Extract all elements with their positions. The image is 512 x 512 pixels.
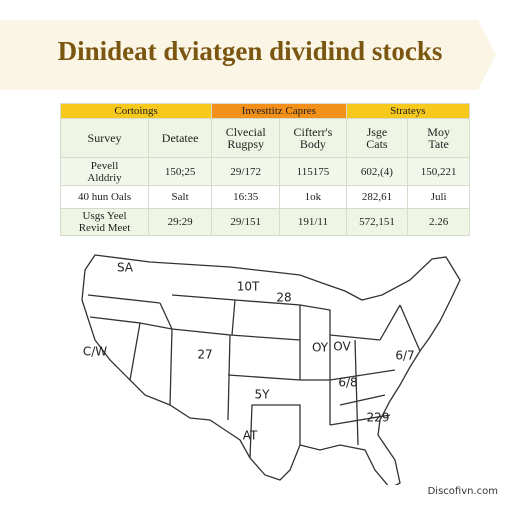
map-label: SA (117, 261, 134, 275)
group-header: Strateys (345, 103, 471, 119)
column-header: Cifterr's Body (279, 118, 347, 158)
map-label: 10T (237, 280, 260, 294)
table-cell: 29/172 (211, 157, 281, 186)
table-cell: 572,151 (345, 208, 409, 236)
map-label: 6/7 (395, 349, 414, 363)
table-row: Usgs Yeel Revid Meet 29:29 29/151 191/11 572… (59, 208, 470, 236)
table-cell: 150;25 (148, 157, 213, 186)
column-header-row: Survey Detatee Clvecial Rugpsy Cifterr's Bo… (59, 118, 470, 158)
title: Dinideat dviatgen dividind stocks (57, 36, 443, 66)
table-row: 40 hun Oals Salt 16:35 1ok 282,61 Juli (59, 185, 470, 209)
table-cell: 16:35 (211, 185, 281, 209)
table-cell: 282,61 (345, 185, 409, 209)
column-header: Survey (59, 118, 150, 158)
us-map: SA 10T 28 C/W 27 OY OV 6/7 6/8 5Y 229 AT (81, 254, 461, 485)
table-cell: 191/11 (279, 208, 347, 236)
column-header: Detatee (148, 118, 213, 158)
table-cell: 2.26 (407, 208, 470, 236)
map-label: AT (243, 429, 258, 443)
map-label: 5Y (255, 388, 271, 402)
map-label: C/W (83, 345, 107, 359)
table-cell: Salt (148, 185, 213, 209)
table-cell: 602,(4) (345, 157, 409, 186)
map-label: 27 (197, 348, 212, 362)
map-label: OY (312, 341, 329, 355)
table-cell: 29/151 (211, 208, 281, 236)
table-cell: 40 hun Oals (59, 185, 150, 209)
table-cell: 150,221 (407, 157, 470, 186)
data-table: Cortoings Investtitz Capres Strateys Sur… (59, 103, 471, 236)
map-label: 28 (276, 291, 291, 305)
group-header: Cortoings (59, 103, 213, 119)
group-header: Investtitz Capres (211, 103, 347, 119)
map-outline (81, 254, 461, 485)
table-cell: 29:29 (148, 208, 213, 236)
table-cell: 1ok (279, 185, 347, 209)
table-cell: Juli (407, 185, 470, 209)
table-row: Pevell Alddriy 150;25 29/172 115175 602,(4) 1… (59, 157, 470, 186)
table-cell: Pevell Alddriy (59, 157, 150, 186)
title-banner (0, 20, 496, 90)
column-header: Clvecial Rugpsy (211, 118, 281, 158)
table-cell: 115175 (279, 157, 347, 186)
column-header: Jsge Cats (345, 118, 409, 158)
table-cell: Usgs Yeel Revid Meet (59, 208, 150, 236)
column-header: Moy Tate (407, 118, 470, 158)
map-label: 229 (367, 411, 390, 425)
footer-credit: Discofivn.com (427, 486, 498, 497)
map-label: OV (333, 340, 351, 354)
map-label: 6/8 (338, 376, 357, 390)
